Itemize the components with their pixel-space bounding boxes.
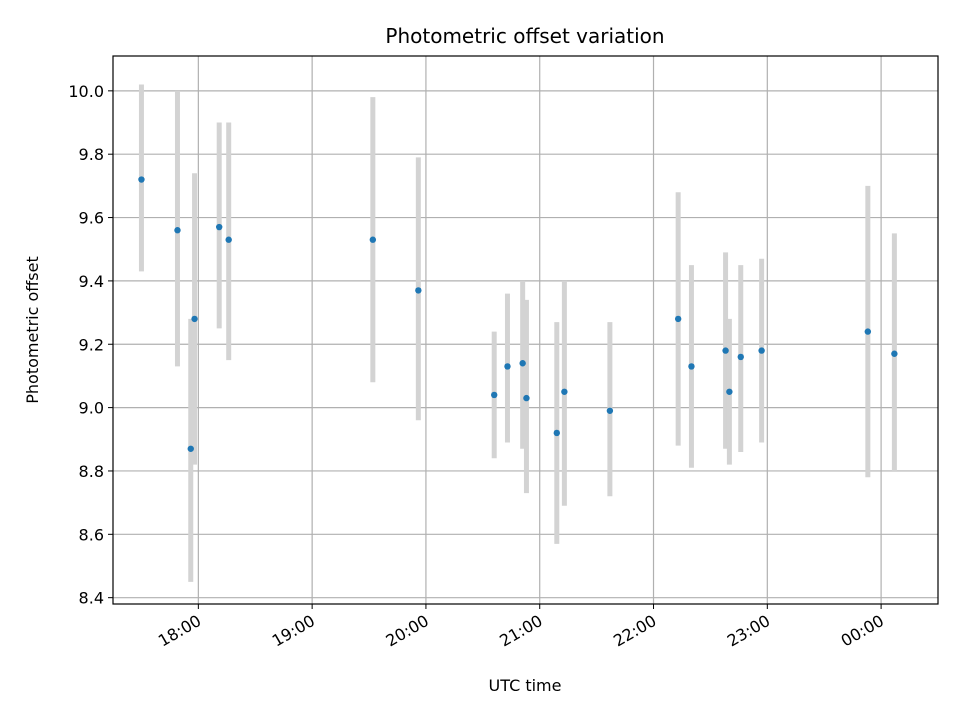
data-point <box>891 350 898 357</box>
y-axis-ticks: 8.4 8.6 8.8 9.0 9.2 9.4 9.6 9.8 10.0 <box>68 82 113 608</box>
chart-title: Photometric offset variation <box>385 24 664 48</box>
data-point <box>187 445 194 452</box>
y-tick-label: 8.8 <box>79 462 104 481</box>
data-point <box>491 391 498 399</box>
data-point <box>191 315 198 323</box>
data-point <box>519 360 526 367</box>
data-point <box>523 394 530 402</box>
x-axis-label: UTC time <box>489 676 562 695</box>
data-point <box>216 223 223 231</box>
data-point <box>606 407 614 414</box>
y-tick-label: 9.6 <box>79 209 104 228</box>
data-point <box>369 236 377 243</box>
plot-frame <box>112 55 939 605</box>
data-point <box>174 227 181 234</box>
data-point <box>722 347 729 354</box>
y-axis-label: Photometric offset <box>23 256 42 404</box>
data-point <box>504 363 511 370</box>
y-tick-label: 9.0 <box>79 399 104 418</box>
y-tick-label: 8.6 <box>79 525 104 544</box>
data-point <box>688 363 695 370</box>
data-point <box>225 236 232 243</box>
data-point <box>864 328 872 335</box>
data-point <box>561 388 568 395</box>
y-tick-label: 9.4 <box>79 272 104 291</box>
y-tick-label: 9.8 <box>79 145 104 164</box>
data-point <box>726 388 733 395</box>
data-point <box>737 353 744 361</box>
y-tick-label: 10.0 <box>68 82 104 101</box>
y-tick-label: 8.4 <box>79 589 104 608</box>
data-point <box>758 347 765 354</box>
data-point <box>138 176 145 183</box>
y-tick-label: 9.2 <box>79 335 104 354</box>
data-points <box>138 176 898 452</box>
data-point <box>674 315 682 323</box>
data-point <box>415 287 422 294</box>
data-point <box>553 429 560 437</box>
